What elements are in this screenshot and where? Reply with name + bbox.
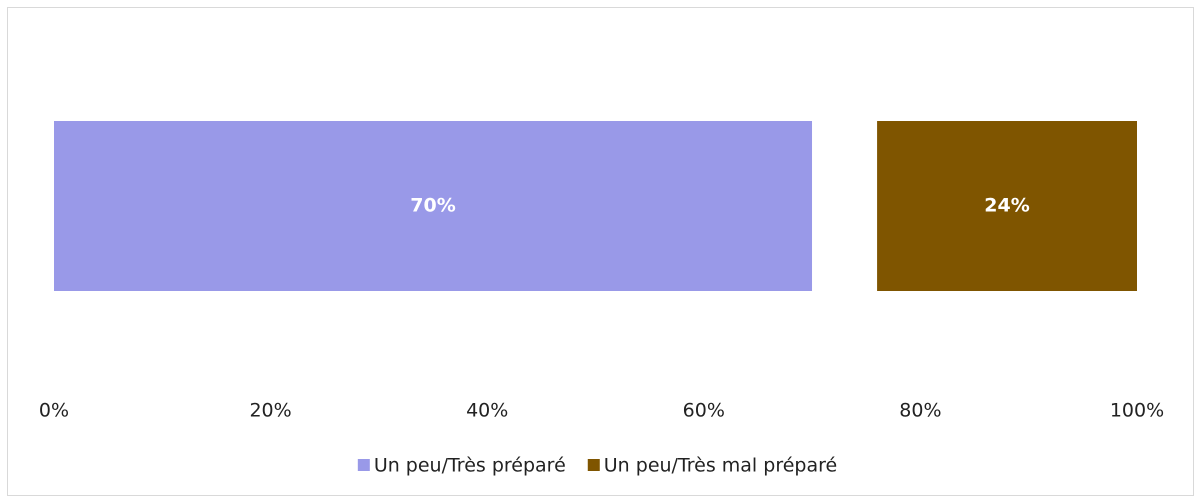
- x-tick-label: 0%: [39, 400, 69, 422]
- x-tick-label: 100%: [1110, 400, 1164, 422]
- x-tick-label: 40%: [466, 400, 508, 422]
- bar-segment: [812, 121, 878, 291]
- legend-swatch: [357, 459, 370, 471]
- data-label: 70%: [410, 195, 455, 217]
- bar-segment: [54, 121, 813, 291]
- x-tick-label: 20%: [249, 400, 291, 422]
- x-tick-label: 60%: [683, 400, 725, 422]
- x-tick-label: 80%: [899, 400, 941, 422]
- legend-swatch: [587, 459, 600, 471]
- legend-label: Un peu/Très préparé: [374, 455, 566, 477]
- legend-label: Un peu/Très mal préparé: [604, 455, 837, 477]
- data-label: 24%: [984, 195, 1029, 217]
- bar-segment: [877, 121, 1137, 291]
